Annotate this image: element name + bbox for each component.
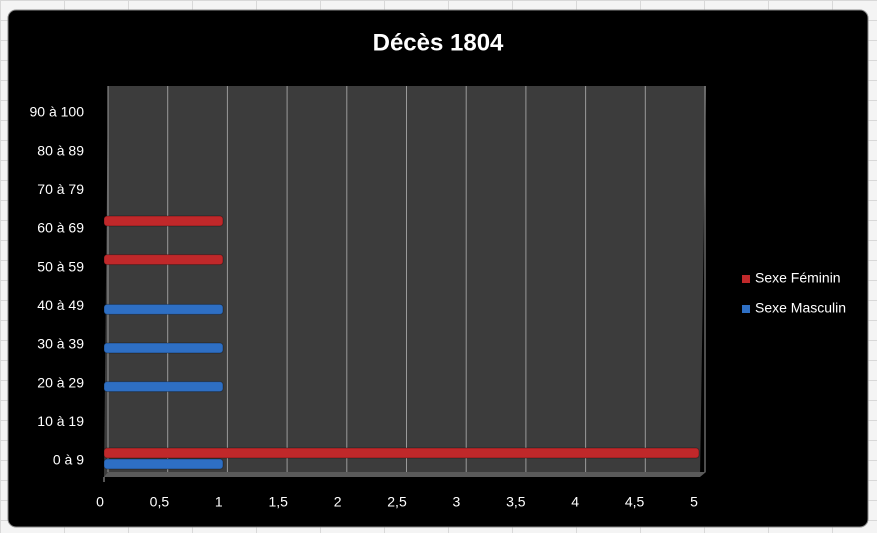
- x-tick-label: 5: [690, 494, 698, 510]
- y-tick-label: 60 à 69: [37, 220, 84, 236]
- chart-title: Décès 1804: [373, 29, 504, 56]
- legend-label: Sexe Masculin: [755, 300, 846, 316]
- x-tick-label: 0,5: [150, 494, 170, 510]
- plot-area: [104, 86, 706, 477]
- y-tick-label: 70 à 79: [37, 181, 84, 197]
- bar: [103, 254, 224, 266]
- y-tick-label: 50 à 59: [37, 258, 84, 274]
- x-tick-label: 3: [453, 494, 461, 510]
- y-tick-label: 90 à 100: [30, 104, 85, 120]
- bar: [103, 342, 224, 354]
- x-tick-label: 1: [215, 494, 223, 510]
- y-tick-label: 30 à 39: [37, 336, 84, 352]
- x-tick-label: 2,5: [387, 494, 407, 510]
- x-tick-label: 1,5: [268, 494, 288, 510]
- bar: [103, 458, 224, 470]
- bar: [103, 303, 224, 315]
- legend-label: Sexe Féminin: [755, 270, 841, 286]
- x-tick-label: 4: [571, 494, 579, 510]
- y-tick-label: 40 à 49: [37, 297, 84, 313]
- bar: [103, 215, 224, 227]
- x-tick-label: 4,5: [625, 494, 645, 510]
- bar: [103, 447, 700, 459]
- bar: [103, 381, 224, 393]
- y-tick-label: 10 à 19: [37, 413, 84, 429]
- x-tick-label: 2: [334, 494, 342, 510]
- x-tick-label: 3,5: [506, 494, 526, 510]
- plot-floor: [104, 472, 706, 477]
- y-tick-label: 20 à 29: [37, 374, 84, 390]
- legend-marker: [742, 275, 750, 283]
- y-tick-label: 80 à 89: [37, 142, 84, 158]
- y-tick-label: 0 à 9: [53, 452, 84, 468]
- x-tick-label: 0: [96, 494, 104, 510]
- legend-marker: [742, 305, 750, 313]
